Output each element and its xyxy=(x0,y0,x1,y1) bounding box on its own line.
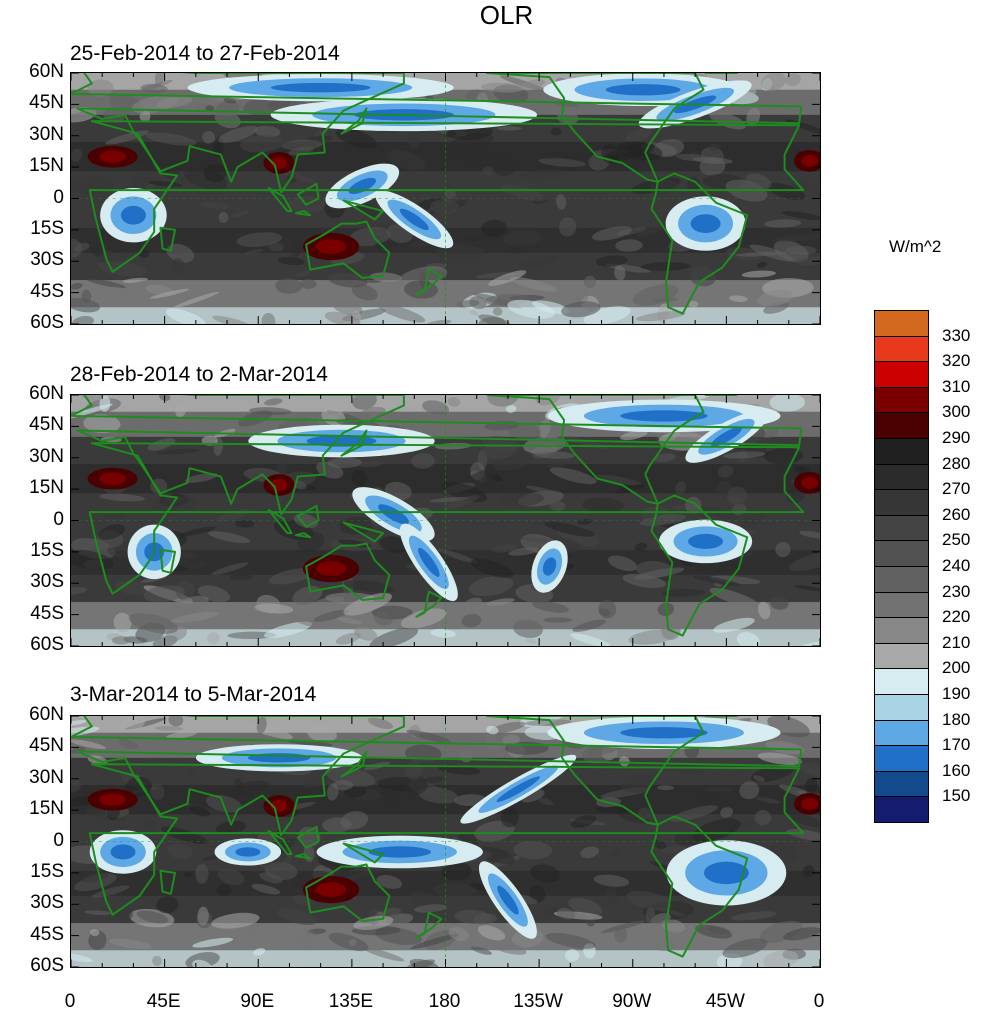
latitude-label: 15N xyxy=(29,477,64,499)
colorbar-box xyxy=(874,745,929,772)
panel-title: 25-Feb-2014 to 27-Feb-2014 xyxy=(70,42,340,65)
longitude-label: 90E xyxy=(240,991,275,1012)
colorbar-level-label: 160 xyxy=(942,760,971,780)
longitude-label: 0 xyxy=(64,991,76,1012)
latitude-label: 15S xyxy=(30,217,64,239)
colorbar-level-label: 150 xyxy=(942,786,971,806)
colorbar-level-label: 200 xyxy=(942,658,971,678)
latitude-label: 45S xyxy=(30,280,64,302)
colorbar-box xyxy=(874,335,929,363)
longitude-label: 45E xyxy=(146,991,181,1012)
latitude-label: 0 xyxy=(53,508,64,530)
longitude-label: 135W xyxy=(513,991,563,1012)
colorbar-level-label: 270 xyxy=(942,479,971,499)
colorbar-box xyxy=(874,668,929,695)
colorbar-level-label: 230 xyxy=(942,581,971,601)
colorbar-box xyxy=(874,514,929,542)
olr-contour-map xyxy=(71,395,820,646)
latitude-label: 60S xyxy=(30,634,64,655)
olr-map-panel xyxy=(70,394,821,647)
panel-title: 28-Feb-2014 to 2-Mar-2014 xyxy=(70,363,328,386)
colorbar-box xyxy=(874,412,929,439)
latitude-label: 60N xyxy=(29,383,64,404)
latitude-label: 30N xyxy=(29,766,64,788)
colorbar-box xyxy=(874,617,929,644)
colorbar-level-label: 250 xyxy=(942,530,971,550)
olr-map-panel xyxy=(70,72,821,325)
latitude-label: 60N xyxy=(29,61,64,82)
latitude-label: 15N xyxy=(29,155,64,177)
colorbar-level-label: 190 xyxy=(942,684,971,703)
colorbar-box xyxy=(874,770,929,798)
latitude-label: 30S xyxy=(30,892,64,914)
longitude-label: 90W xyxy=(612,991,652,1012)
panel-title: 3-Mar-2014 to 5-Mar-2014 xyxy=(70,683,317,706)
colorbar-level-label: 280 xyxy=(942,453,971,473)
main-title: OLR xyxy=(479,0,534,30)
olr-contour-map xyxy=(71,716,820,967)
colorbar xyxy=(874,310,929,823)
longitude-label: 180 xyxy=(428,991,461,1012)
colorbar-box xyxy=(874,386,929,414)
colorbar-level-label: 310 xyxy=(942,376,971,396)
latitude-label: 45N xyxy=(29,735,64,757)
latitude-label: 0 xyxy=(53,829,64,851)
colorbar-level-label: 260 xyxy=(942,504,971,524)
colorbar-level-label: 240 xyxy=(942,556,971,575)
colorbar-box xyxy=(874,796,929,823)
colorbar-unit: W/m^2 xyxy=(889,237,942,256)
colorbar-box xyxy=(874,719,929,747)
latitude-label: 15S xyxy=(30,860,64,882)
colorbar-level-label: 180 xyxy=(942,709,971,729)
colorbar-box xyxy=(874,540,929,567)
latitude-label: 30N xyxy=(29,123,64,145)
latitude-label: 45N xyxy=(29,92,64,114)
colorbar-box xyxy=(874,566,929,593)
colorbar-level-label: 330 xyxy=(942,325,971,345)
colorbar-level-label: 300 xyxy=(942,402,971,422)
colorbar-box xyxy=(874,361,929,388)
colorbar-level-label: 290 xyxy=(942,428,971,447)
longitude-label: 135E xyxy=(328,991,374,1012)
longitude-label: 0 xyxy=(813,991,825,1012)
latitude-label: 30S xyxy=(30,571,64,593)
colorbar-box xyxy=(874,489,929,516)
colorbar-box xyxy=(874,591,929,619)
colorbar-box xyxy=(874,463,929,491)
latitude-label: 60S xyxy=(30,312,64,333)
latitude-label: 0 xyxy=(53,186,64,208)
latitude-label: 15N xyxy=(29,798,64,820)
latitude-label: 30N xyxy=(29,445,64,467)
latitude-label: 60N xyxy=(29,704,64,725)
longitude-label: 45W xyxy=(705,991,745,1012)
olr-map-panel xyxy=(70,715,821,968)
latitude-label: 15S xyxy=(30,539,64,561)
latitude-label: 30S xyxy=(30,249,64,271)
latitude-label: 45S xyxy=(30,923,64,945)
latitude-label: 45S xyxy=(30,602,64,624)
colorbar-box xyxy=(874,438,929,465)
colorbar-level-label: 210 xyxy=(942,632,971,652)
latitude-label: 45N xyxy=(29,414,64,436)
colorbar-level-label: 320 xyxy=(942,351,971,371)
colorbar-level-label: 170 xyxy=(942,735,971,755)
latitude-label: 60S xyxy=(30,955,64,976)
olr-contour-map xyxy=(71,73,820,324)
colorbar-box xyxy=(874,642,929,670)
colorbar-level-label: 220 xyxy=(942,607,971,627)
colorbar-box xyxy=(874,310,929,337)
colorbar-box xyxy=(874,694,929,721)
